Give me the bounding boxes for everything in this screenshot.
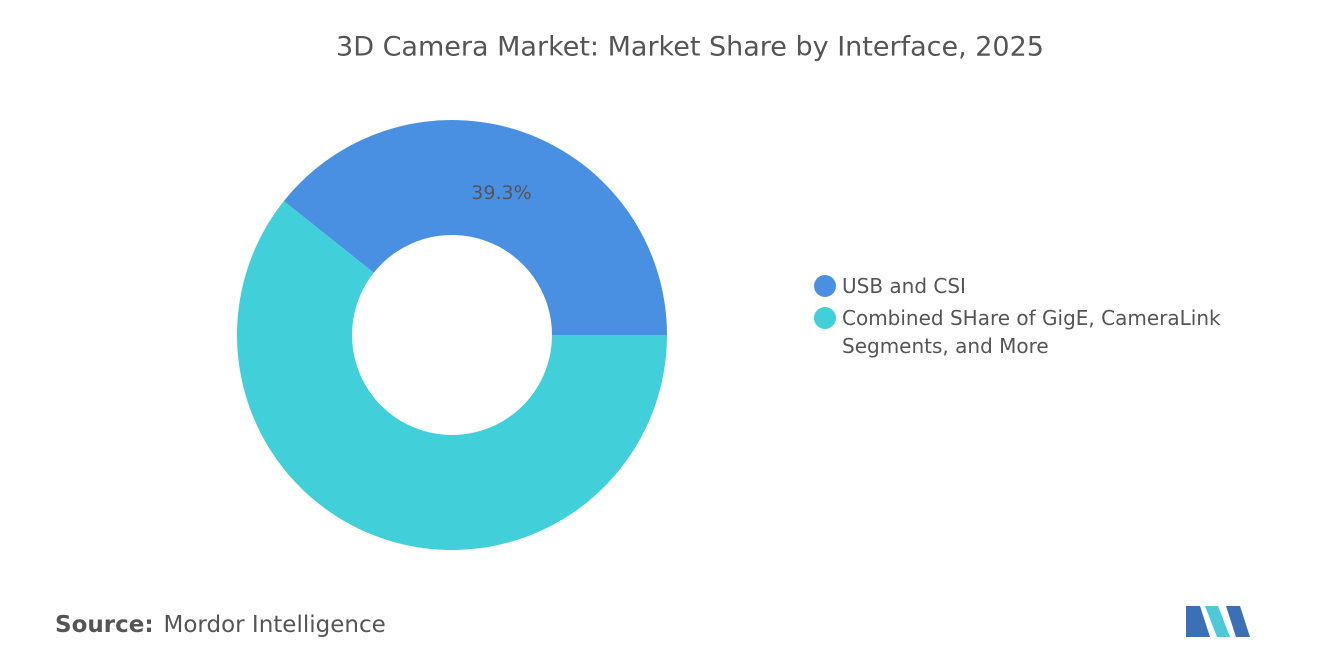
logo [1186,606,1250,637]
legend-label: Combined SHare of GigE, CameraLink Segme… [842,306,1221,358]
legend-swatch [814,307,836,329]
source: Source: Mordor Intelligence [55,612,386,638]
chart-title: 3D Camera Market: Market Share by Interf… [336,32,1044,63]
legend-item: Combined SHare of GigE, CameraLink Segme… [814,304,1244,360]
legend-label: USB and CSI [842,274,966,298]
slice [283,120,667,335]
slice [237,201,668,551]
source-text: Mordor Intelligence [163,612,386,638]
legend-swatch [814,275,836,297]
source-label: Source: [55,612,154,638]
data-label: 39.3% [471,182,531,204]
legend-item: USB and CSI [814,272,1244,300]
